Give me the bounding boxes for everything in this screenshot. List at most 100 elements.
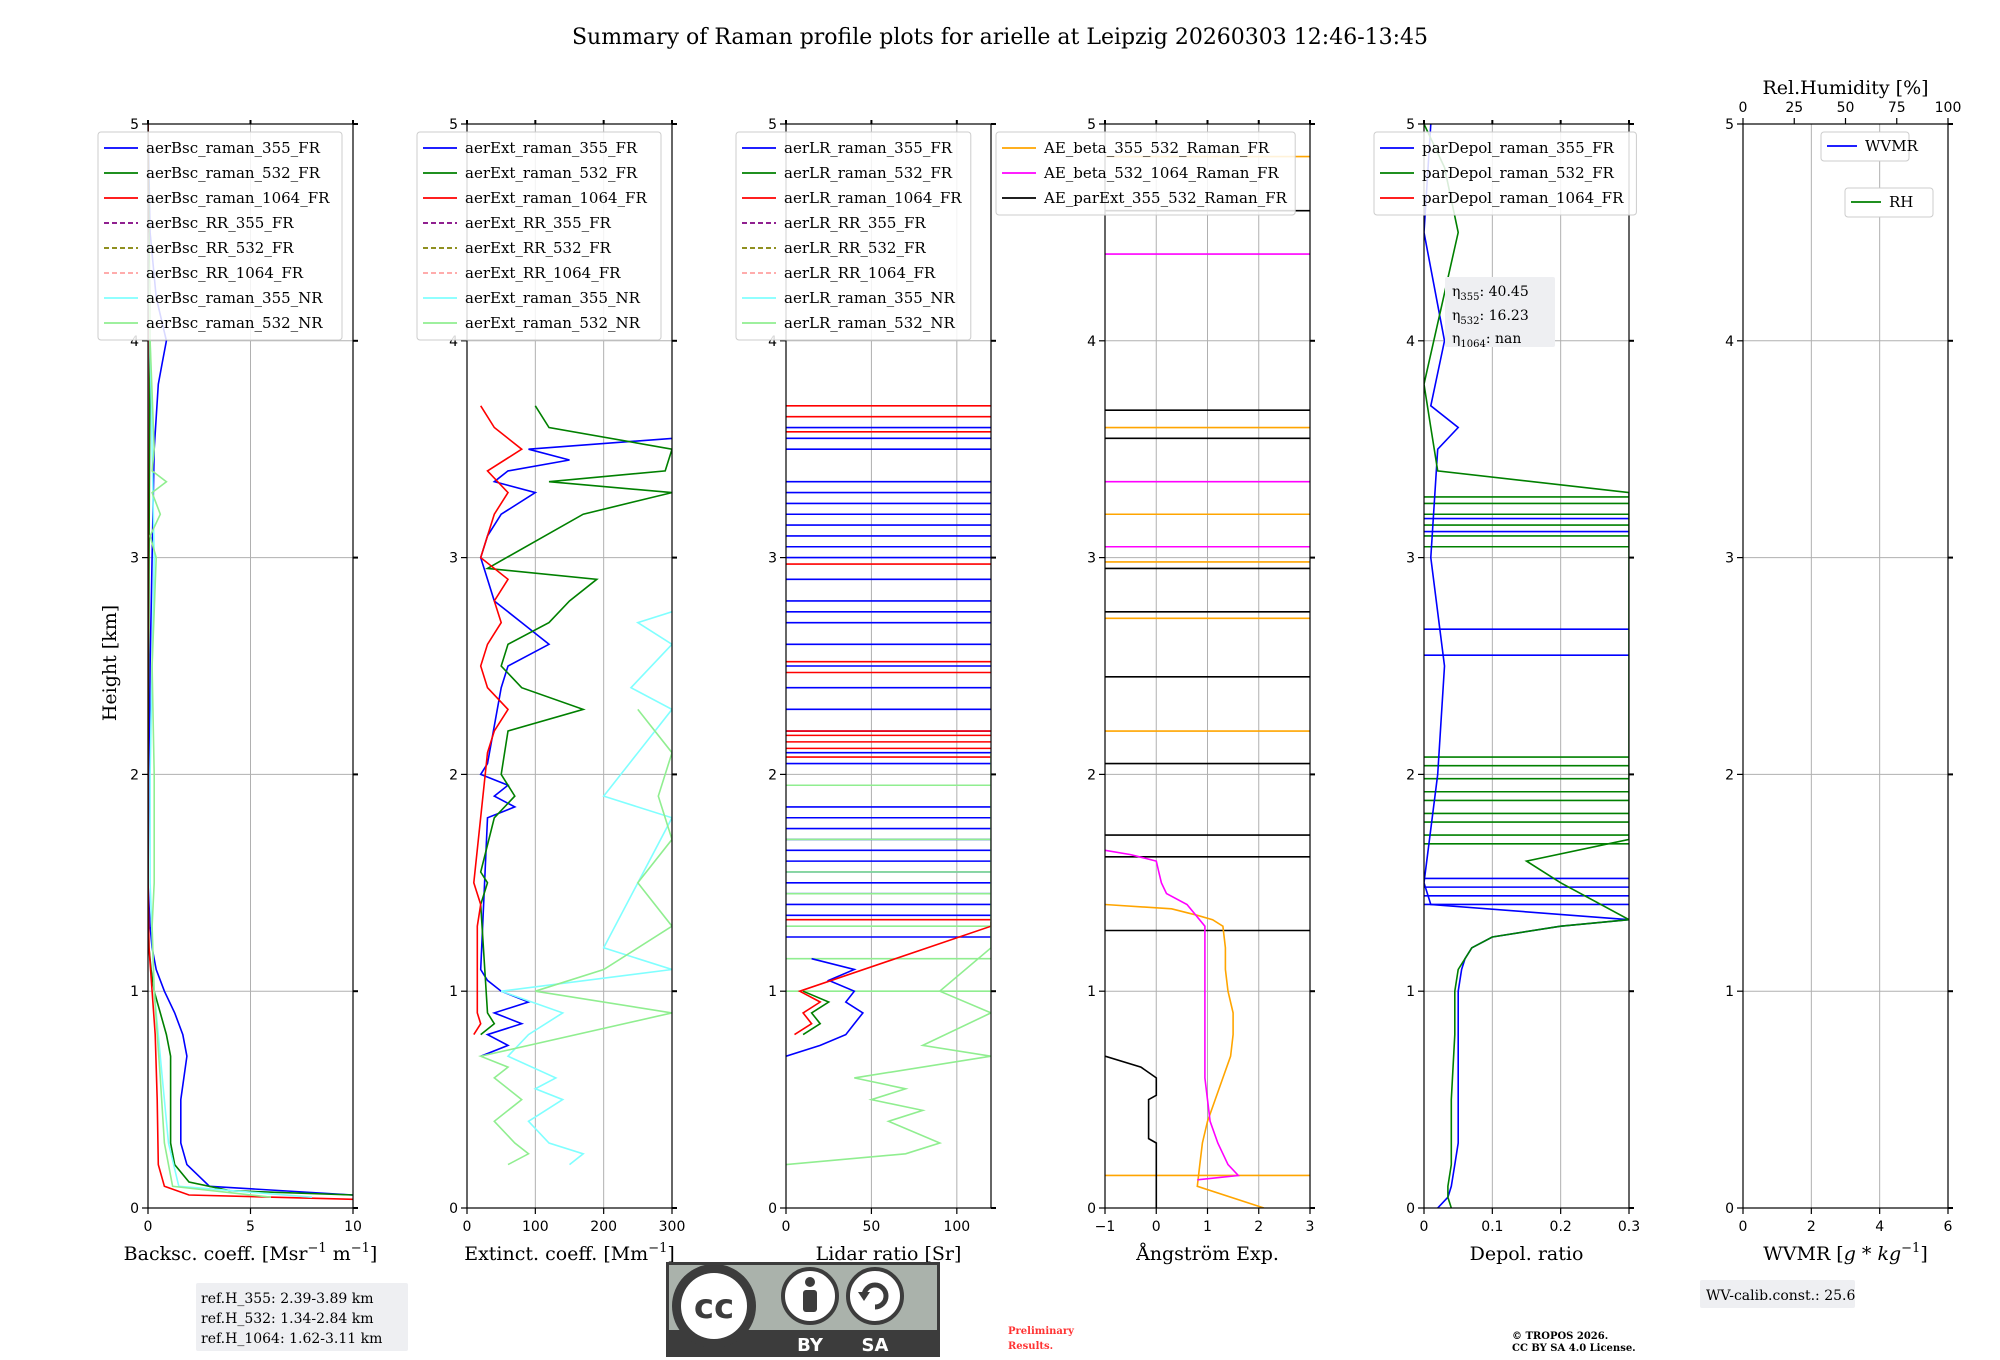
x-axis-label-lr: Lidar ratio [Sr] [816,1243,962,1265]
series-ae-1 [1105,849,1240,1181]
legend-ae: AE_beta_355_532_Raman_FR AE_beta_532_1064… [995,131,1296,216]
x-axis-label-sup1: −1 [308,1241,327,1256]
y-tick-label-ae: 0 [1087,1201,1096,1217]
legend-box-lr [735,131,972,341]
y-tick-label-lr: 5 [768,117,777,133]
x-tick-label-ext: 200 [590,1219,617,1235]
series-lr-0 [786,957,865,1057]
y-tick-label-bsc: 5 [130,117,139,133]
y-tick-label-ext: 4 [449,334,458,350]
x-axis-label-ae: Ångström Exp. [1135,1243,1279,1265]
preliminary-line-1: Preliminary [1008,1326,1075,1337]
y-tick-label-ae: 5 [1087,117,1096,133]
legend-label-lr-6: aerLR_raman_355_NR [784,289,955,307]
y-tick-label-bsc: 0 [130,1201,139,1217]
x-axis-label-sup1: −1 [1901,1241,1920,1256]
y-tick-label-depol: 2 [1406,767,1415,783]
series-ae-2 [1105,1055,1158,1208]
legend-wvmr: WVMR RH [1820,131,1934,218]
series-ext-1 [479,405,672,1036]
sa-share-icon [846,1267,904,1325]
x-axis-label-end: ] [667,1243,674,1265]
y-tick-label-ae: 4 [1087,334,1096,350]
legend-label-ae-2: AE_parExt_355_532_Raman_FR [1043,189,1288,207]
x-tick-label-depol: 0.2 [1550,1219,1572,1235]
y-tick-label-bsc: 3 [130,551,139,567]
copyright-line-1: © TROPOS 2026. [1512,1331,1608,1342]
y-tick-label-ae: 3 [1087,551,1096,567]
legend-label-lr-0: aerLR_raman_355_FR [784,139,953,157]
legend-label-bsc-0: aerBsc_raman_355_FR [146,139,321,157]
series-bsc-6 [149,340,313,1198]
legend-label-ext-6: aerExt_raman_355_NR [465,289,641,307]
y-tick-label-depol: 1 [1406,984,1415,1000]
legend-label-bsc-6: aerBsc_raman_355_NR [146,289,323,307]
legend-box-wvmr-0 [1820,131,1910,162]
x-axis-label-main: WVMR [ [1763,1243,1843,1265]
y-tick-label-depol: 5 [1406,117,1415,133]
top-x-tick-label-wvmr: 75 [1888,100,1906,116]
top-x-tick-label-wvmr: 0 [1739,100,1748,116]
series-ext-6 [500,611,672,1166]
legend-label-lr-3: aerLR_RR_355_FR [784,214,926,232]
series-ext-0 [479,437,672,1057]
y-tick-label-wvmr: 1 [1725,984,1734,1000]
axes-frame-wvmr [1742,123,1949,1209]
y-tick-label-lr: 1 [768,984,777,1000]
data-depol [1424,124,1629,1208]
top-x-tick-label-wvmr: 100 [1935,100,1962,116]
series-bsc-0 [148,124,353,1196]
legend-label-depol-2: parDepol_raman_1064_FR [1422,189,1624,207]
legend-box-bsc [97,131,343,341]
x-tick-label-ext: 300 [659,1219,686,1235]
legend-label-lr-1: aerLR_raman_532_FR [784,164,953,182]
ref-height-box [196,1283,408,1351]
cc-sa-text: SA [862,1335,889,1356]
legend-label-lr-5: aerLR_RR_1064_FR [784,264,936,282]
panel-ae: 0 1 2 3 4 5 −1 0 1 2 3 Ångström Exp. AE_beta_355_532… [995,117,1315,1265]
x-axis-label-depol: Depol. ratio [1470,1243,1584,1265]
y-tick-label-ae: 2 [1087,767,1096,783]
eta-box [1445,277,1555,347]
chart-title: Summary of Raman profile plots for ariel… [572,25,1428,50]
y-tick-label-wvmr: 3 [1725,551,1734,567]
y-tick-label-wvmr: 0 [1725,1201,1734,1217]
cc-letters: cc [694,1287,734,1327]
wv-calib-box [1700,1280,1855,1308]
data-lr [786,405,991,1166]
x-tick-label-wvmr: 2 [1807,1219,1816,1235]
x-axis-label-main: Ångström Exp. [1135,1243,1279,1265]
y-tick-label-ae: 1 [1087,984,1096,1000]
gridlines-ae [1104,123,1311,1209]
x-axis-label-ext: Extinct. coeff. [Mm−1] [464,1241,675,1265]
y-tick-label-depol: 3 [1406,551,1415,567]
series-lr-7 [786,752,991,1166]
series-ext-2 [472,405,524,1036]
panel-ext: 0 1 2 3 4 5 0 100 200 300 Extinct. coeff. [Mm−1] ae… [416,117,686,1265]
eta-1064-text: η1064: nan [1452,331,1521,350]
y-tick-label-bsc: 4 [130,334,139,350]
y-tick-label-depol: 0 [1406,1201,1415,1217]
top-x-axis-label-wvmr: Rel.Humidity [%] [1762,77,1928,99]
legend-label-depol-1: parDepol_raman_532_FR [1422,164,1615,182]
x-tick-label-depol: 0.1 [1481,1219,1503,1235]
y-tick-label-lr: 0 [768,1201,777,1217]
x-tick-label-lr: 50 [863,1219,881,1235]
legend-lr: aerLR_raman_355_FR aerLR_raman_532_FR aerL… [735,131,972,341]
series-lr-1 [802,990,831,1036]
ref-h-532: ref.H_532: 1.34-2.84 km [201,1311,374,1327]
legend-label-ext-5: aerExt_RR_1064_FR [465,264,621,282]
legend-label-depol-0: parDepol_raman_355_FR [1422,139,1615,157]
legend-label-wvmr-0: WVMR [1865,137,1919,155]
x-tick-label-wvmr: 0 [1739,1219,1748,1235]
eta-annotation: η355: 40.45 η532: 16.23 η1064: nan [1445,277,1555,350]
x-axis-label-sup2: −1 [351,1241,370,1256]
top-x-tick-label-wvmr: 25 [1785,100,1803,116]
series-ext-7 [478,708,672,1166]
x-tick-label-ae: 1 [1203,1219,1212,1235]
y-tick-label-ext: 2 [449,767,458,783]
legend-label-lr-4: aerLR_RR_532_FR [784,239,926,257]
